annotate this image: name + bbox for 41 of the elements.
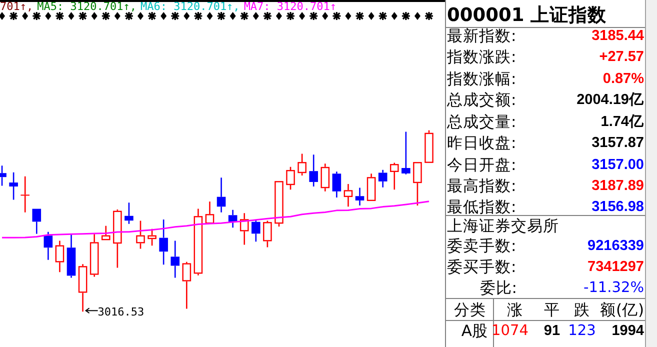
text: 0.87% xyxy=(602,71,644,87)
text: 委卖手数: xyxy=(447,237,516,255)
text: 3156.98 xyxy=(592,199,644,215)
text: 总成交量: xyxy=(446,113,516,131)
text: 91 xyxy=(544,323,560,339)
text: 指数涨幅: xyxy=(446,70,516,88)
text: 涨 xyxy=(507,301,523,319)
text: MA7: 3120.701↑ xyxy=(244,0,337,13)
text: 2004.19亿 xyxy=(576,91,645,108)
text: +27.57 xyxy=(599,49,644,65)
text: 额(亿) xyxy=(600,301,644,319)
text: 跌 xyxy=(574,301,590,319)
text: 上海证券交易所 xyxy=(447,217,559,235)
text: 7341297 xyxy=(588,259,644,275)
text: 000001 上证指数 xyxy=(447,4,608,26)
text: 委比: xyxy=(480,279,517,297)
text: 总成交额: xyxy=(446,91,516,109)
text: 委买手数: xyxy=(447,258,516,276)
text: MA5: 3120.701↑, xyxy=(37,0,136,13)
text: 701↑, xyxy=(0,0,34,13)
annotation: 3016.53 xyxy=(98,306,144,319)
text: 3157.00 xyxy=(592,157,644,173)
text: 最新指数: xyxy=(447,27,516,45)
text: 3157.87 xyxy=(592,135,644,151)
text: 123 xyxy=(568,323,596,339)
text: 1074 xyxy=(492,323,528,339)
text: MA6: 3120.701↑, xyxy=(140,0,240,13)
text: 3187.89 xyxy=(592,178,644,194)
text: 1.74亿 xyxy=(600,113,645,130)
text: 9216339 xyxy=(588,238,644,254)
text: 1994 xyxy=(612,323,644,339)
text: 分类 xyxy=(454,301,486,319)
text: 今日开盘: xyxy=(447,156,516,174)
text: A股 xyxy=(461,322,488,340)
text: 平 xyxy=(544,301,560,319)
text: 3185.44 xyxy=(592,28,644,44)
text: 最低指数: xyxy=(447,198,516,216)
text: 最高指数: xyxy=(447,177,516,195)
text: 昨日收盘: xyxy=(447,134,516,152)
text: 指数涨跌: xyxy=(446,48,516,66)
text: -11.32% xyxy=(583,280,644,296)
